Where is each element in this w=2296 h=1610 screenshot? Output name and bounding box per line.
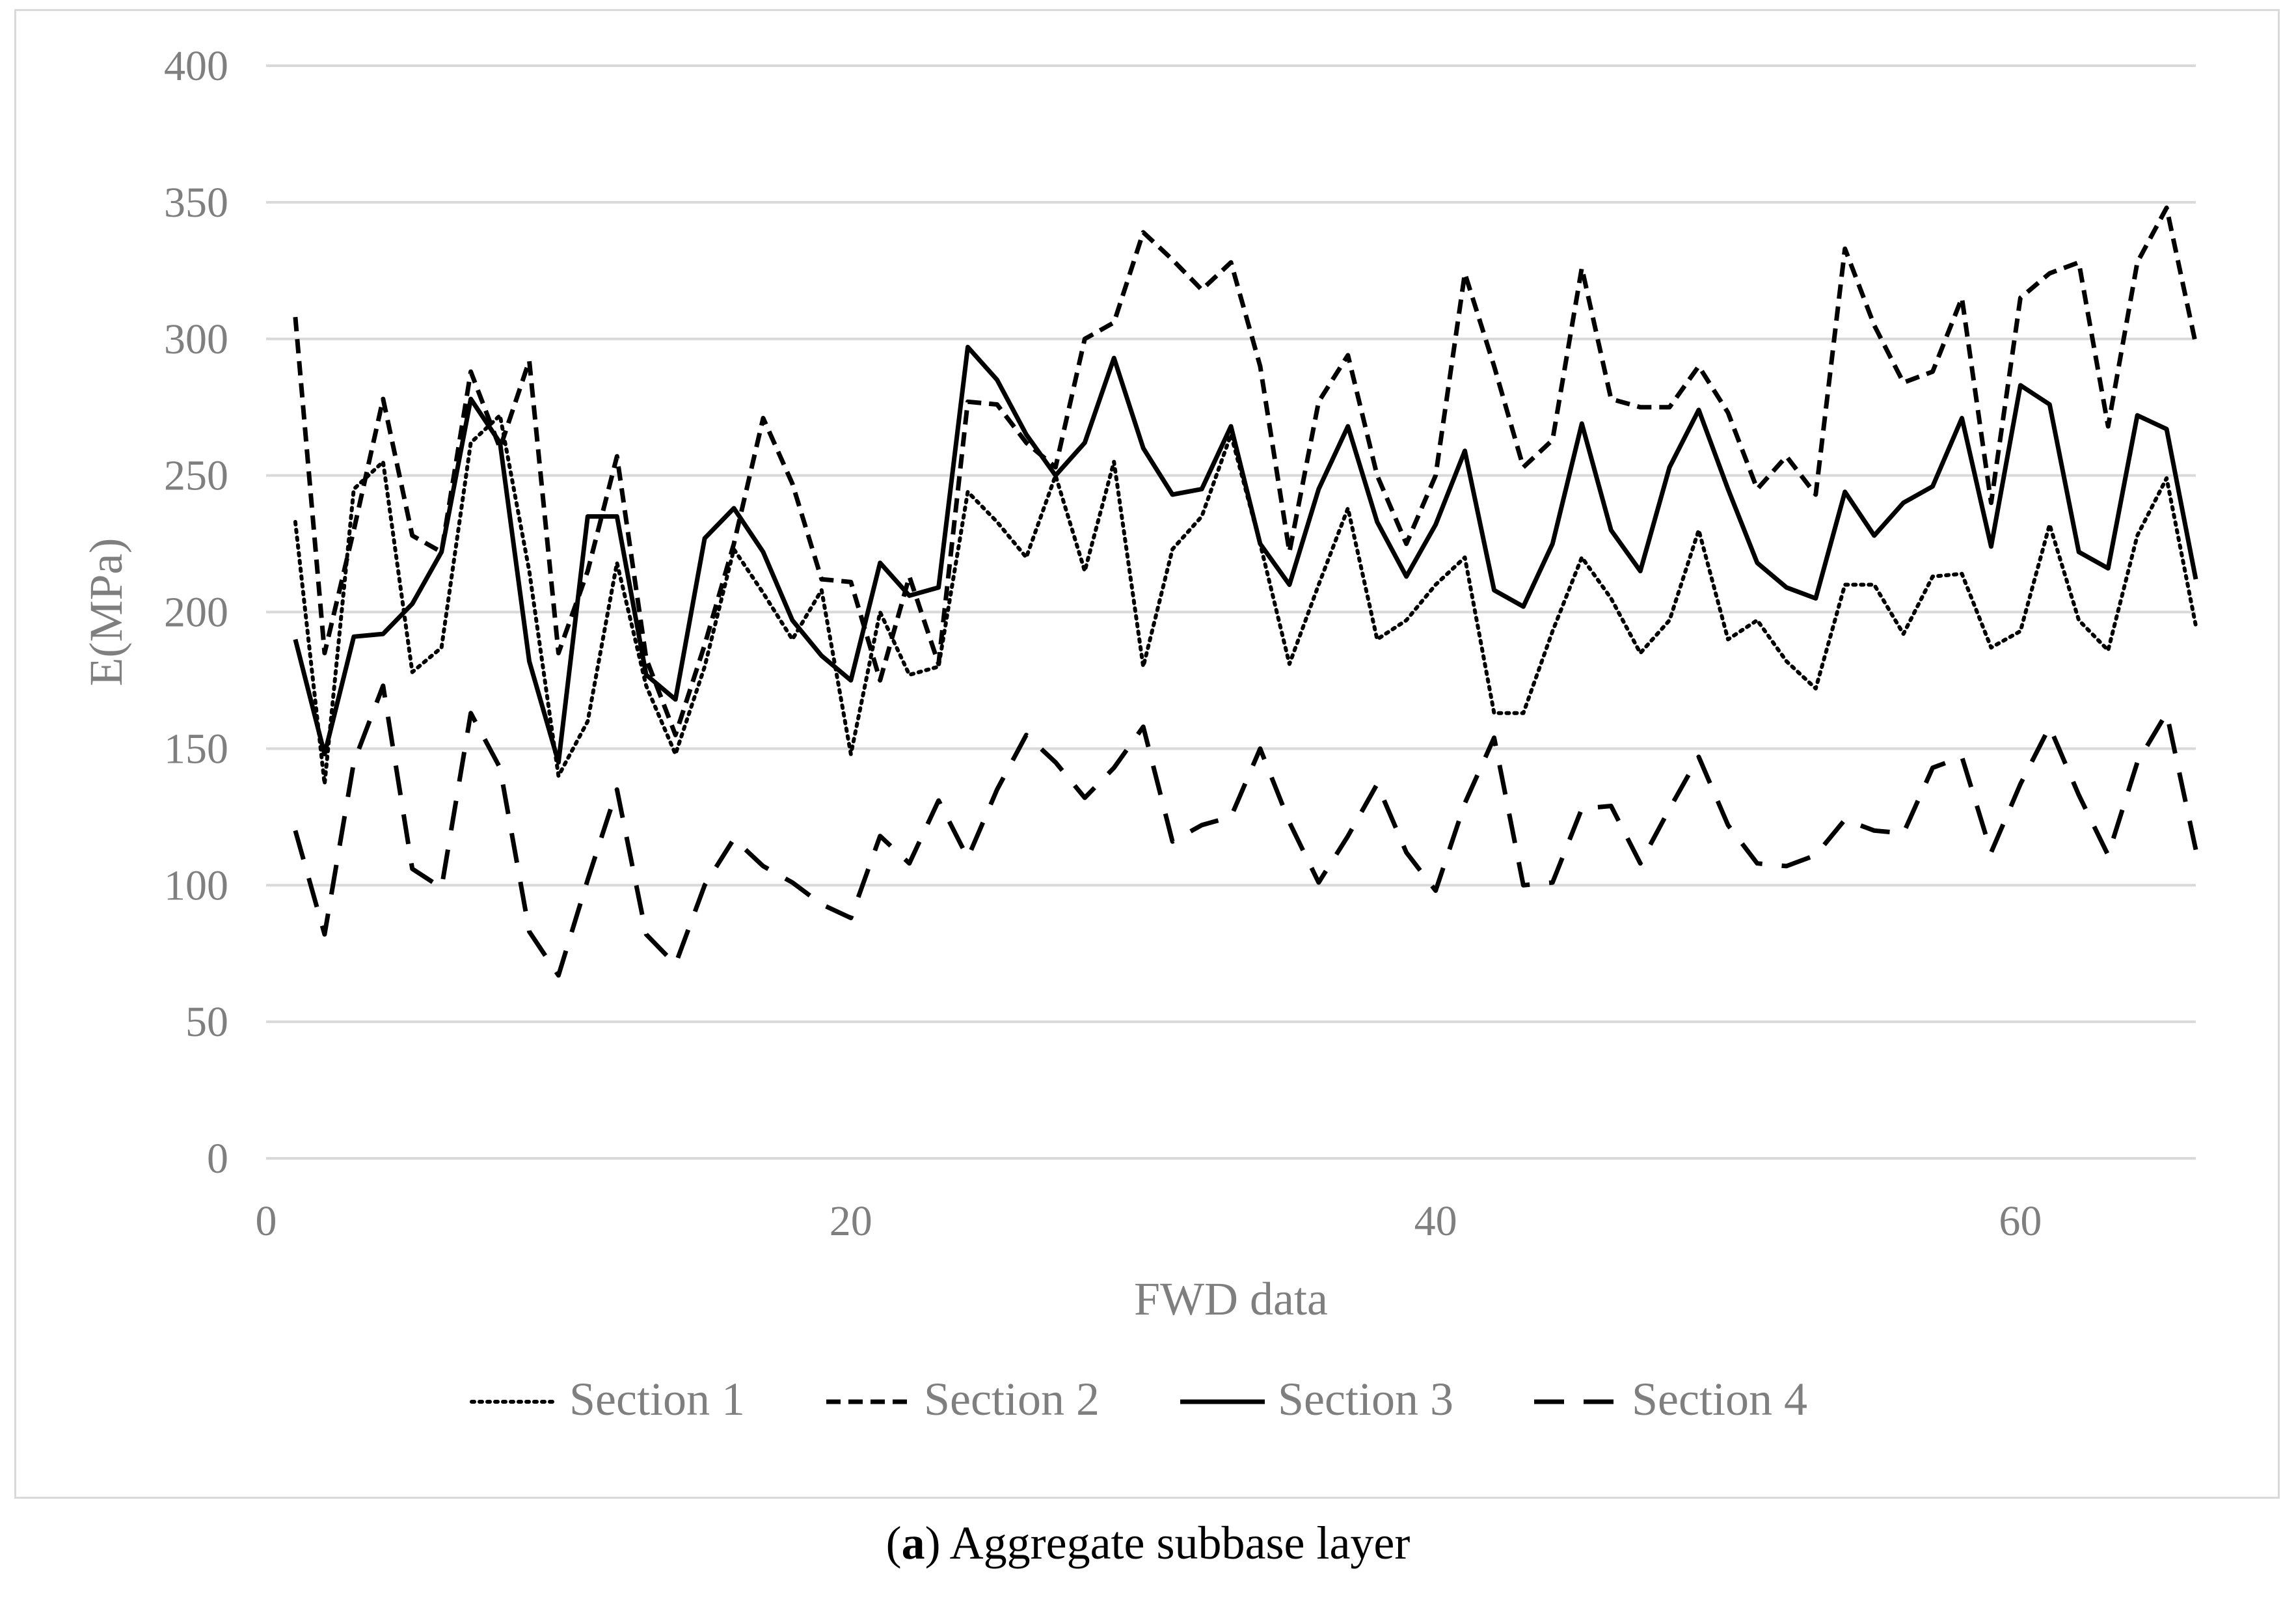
y-tick-label: 350 [164, 179, 228, 226]
legend-label-section-3: Section 3 [1278, 1373, 1453, 1425]
x-tick-label: 60 [1999, 1197, 2042, 1245]
legend-label-section-1: Section 1 [569, 1373, 745, 1425]
chart-frame: 0 50 100 150 200 250 300 350 400 0 20 40 60 E(MPa) … [14, 9, 2280, 1499]
y-tick-label: 100 [164, 862, 228, 909]
figure-caption: (a) Aggregate subbase layer [885, 1517, 1411, 1569]
legend: Section 1 Section 2 Section 3 Section 4 [470, 1373, 1807, 1425]
x-tick-label: 0 [256, 1197, 277, 1245]
y-tick-label: 200 [164, 589, 228, 636]
caption-label: a [901, 1517, 925, 1569]
series-lines [293, 205, 2198, 978]
y-tick-label: 150 [164, 725, 228, 772]
legend-label-section-2: Section 2 [924, 1373, 1100, 1425]
x-axis-title: FWD data [1134, 1273, 1328, 1325]
y-tick-label: 250 [164, 452, 228, 500]
x-tick-label: 40 [1414, 1197, 1457, 1245]
y-tick-label: 300 [164, 316, 228, 363]
legend-label-section-4: Section 4 [1632, 1373, 1807, 1425]
y-tick-label: 400 [164, 42, 228, 90]
series-line-section-1 [293, 413, 2198, 786]
x-tick-label: 20 [830, 1197, 872, 1245]
y-axis-tick-labels: 0 50 100 150 200 250 300 350 400 [164, 42, 228, 1182]
y-tick-label: 0 [207, 1135, 228, 1182]
x-axis-tick-labels: 0 20 40 60 [256, 1197, 2042, 1245]
caption-text: Aggregate subbase layer [949, 1517, 1411, 1569]
series-line-section-3 [293, 344, 2198, 765]
series-line-section-2 [293, 205, 2198, 737]
series-line-section-4 [293, 683, 2198, 978]
y-tick-label: 50 [185, 998, 228, 1046]
y-axis-title: E(MPa) [80, 538, 132, 687]
